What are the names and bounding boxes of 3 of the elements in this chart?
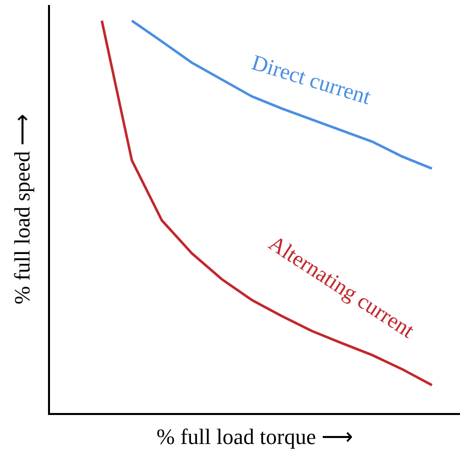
y-axis-title: % full load speed ⟶ (9, 114, 34, 304)
text: Direct current (249, 49, 374, 110)
x-axis-title: % full load torque ⟶ (156, 424, 354, 449)
